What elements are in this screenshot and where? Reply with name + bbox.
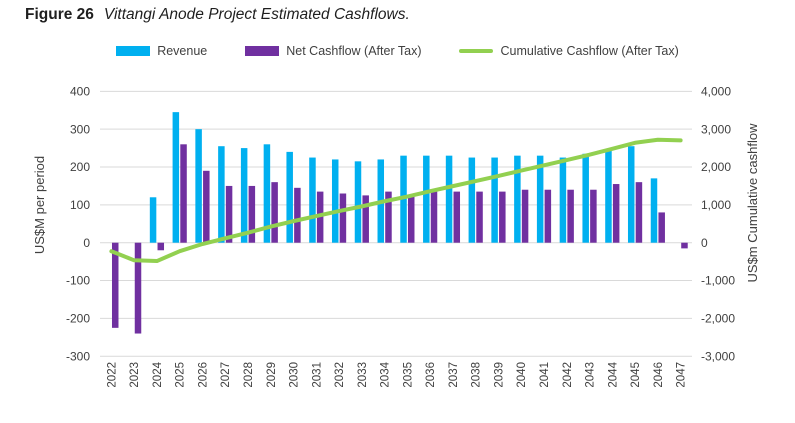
net-cashflow-bars (111, 144, 688, 334)
gridlines (100, 90, 692, 357)
svg-text:0: 0 (83, 236, 90, 250)
axis-titles: US$M per period US$m Cumulative cashflow (32, 123, 760, 283)
svg-text:2032: 2032 (334, 362, 346, 388)
svg-text:2037: 2037 (448, 362, 460, 388)
svg-text:-1,000: -1,000 (701, 274, 735, 288)
svg-text:2024: 2024 (152, 361, 164, 387)
legend-item-cumulative-cashflow: Cumulative Cashflow (After Tax) (459, 44, 679, 58)
svg-text:2025: 2025 (175, 362, 187, 388)
svg-text:200: 200 (70, 160, 90, 174)
svg-text:US$m Cumulative cashflow: US$m Cumulative cashflow (745, 123, 760, 283)
svg-text:0: 0 (701, 236, 708, 250)
svg-text:2041: 2041 (539, 362, 551, 388)
svg-text:2036: 2036 (425, 362, 437, 388)
figure-label: Figure 26 (25, 6, 94, 23)
svg-text:2045: 2045 (630, 362, 642, 388)
svg-text:2039: 2039 (493, 362, 505, 388)
svg-text:-200: -200 (66, 312, 90, 326)
svg-text:-300: -300 (66, 349, 90, 363)
svg-text:2044: 2044 (607, 361, 619, 387)
svg-text:2028: 2028 (243, 362, 255, 388)
svg-text:300: 300 (70, 122, 90, 136)
svg-text:2,000: 2,000 (701, 160, 731, 174)
svg-text:2030: 2030 (289, 362, 301, 388)
svg-text:-100: -100 (66, 274, 90, 288)
svg-text:2026: 2026 (197, 362, 209, 388)
revenue-swatch-icon (116, 46, 151, 56)
legend-label-cumulative-cashflow: Cumulative Cashflow (After Tax) (500, 44, 679, 58)
svg-text:2046: 2046 (653, 362, 665, 388)
svg-text:3,000: 3,000 (701, 122, 731, 136)
cumulative-cashflow-line (109, 137, 683, 264)
net-cashflow-swatch-icon (245, 46, 280, 56)
svg-text:400: 400 (70, 85, 90, 99)
svg-text:2035: 2035 (402, 362, 414, 388)
svg-text:1,000: 1,000 (701, 198, 731, 212)
svg-text:2029: 2029 (266, 362, 278, 388)
legend-item-revenue: Revenue (116, 44, 207, 58)
figure-name: Vittangi Anode Project Estimated Cashflo… (103, 6, 410, 23)
legend-label-revenue: Revenue (157, 44, 208, 58)
svg-text:2022: 2022 (106, 362, 118, 388)
svg-text:2027: 2027 (220, 362, 232, 388)
svg-text:-2,000: -2,000 (701, 312, 735, 326)
svg-text:-3,000: -3,000 (701, 349, 735, 363)
legend-item-net-cashflow: Net Cashflow (After Tax) (245, 44, 421, 58)
svg-text:2034: 2034 (380, 361, 392, 387)
svg-text:2033: 2033 (357, 362, 369, 388)
svg-text:2031: 2031 (311, 362, 323, 388)
right-axis-tick-labels: 4,000 3,000 2,000 1,000 0 -1,000 -2,000 -3,000 (701, 85, 735, 364)
svg-text:4,000: 4,000 (701, 85, 731, 99)
svg-text:2040: 2040 (516, 362, 528, 388)
figure-title: Figure 26 Vittangi Anode Project Estimate… (25, 6, 410, 24)
svg-text:2043: 2043 (585, 362, 597, 388)
svg-text:US$M per period: US$M per period (32, 156, 47, 254)
cumulative-cashflow-swatch-icon (459, 49, 494, 53)
svg-text:2023: 2023 (129, 362, 141, 388)
chart-legend: Revenue Net Cashflow (After Tax) Cumulat… (0, 44, 795, 58)
svg-text:2038: 2038 (471, 362, 483, 388)
svg-text:2042: 2042 (562, 362, 574, 388)
legend-label-net-cashflow: Net Cashflow (After Tax) (286, 44, 422, 58)
left-axis-tick-labels: 400 300 200 100 0 -100 -200 -300 (66, 85, 90, 364)
svg-text:100: 100 (70, 198, 90, 212)
revenue-bars (149, 112, 658, 243)
svg-text:2047: 2047 (676, 362, 688, 388)
x-axis-year-labels: 2022 2023 2024 2025 2026 2027 2028 2029 2030 2031… (106, 361, 687, 387)
